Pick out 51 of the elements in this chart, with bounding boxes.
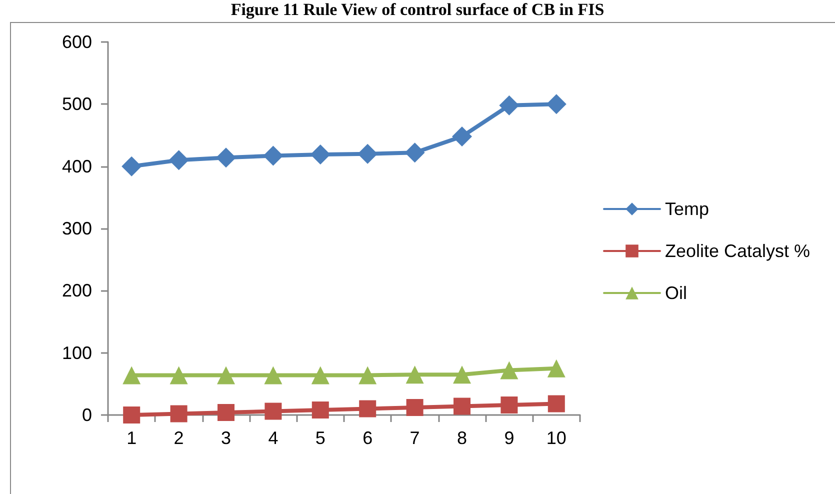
x-tick-label: 1 [126, 428, 137, 448]
point [168, 150, 189, 170]
y-tick-label: 300 [62, 218, 92, 238]
x-tick-label: 5 [315, 428, 326, 448]
point [263, 146, 284, 166]
y-tick-label: 0 [82, 405, 92, 425]
point [404, 142, 425, 163]
point [500, 396, 518, 414]
point [406, 399, 424, 416]
y-tick-label: 400 [62, 156, 92, 176]
y-tick-label: 100 [62, 342, 92, 363]
point [217, 366, 235, 384]
x-tick-label: 7 [410, 428, 420, 448]
y-tick-label: 500 [62, 94, 92, 114]
point [454, 398, 470, 415]
legend-label: Temp [665, 199, 710, 219]
point [312, 402, 329, 419]
point [123, 406, 140, 424]
point [218, 404, 234, 422]
x-tick-label: 3 [220, 428, 232, 448]
x-tick-label: 10 [546, 428, 566, 448]
point [499, 95, 520, 116]
chart-title: Figure 11 Rule View of control surface of CB in FIS [230, 0, 606, 20]
point [122, 156, 142, 176]
point [358, 144, 378, 164]
point [310, 144, 330, 165]
x-tick-label: 4 [268, 428, 278, 448]
y-tick-label: 600 [62, 32, 92, 52]
point [264, 402, 282, 420]
point [453, 366, 471, 384]
point [548, 395, 565, 412]
point [311, 366, 330, 384]
point [170, 366, 188, 384]
x-tick-label: 2 [174, 428, 184, 448]
point [170, 405, 188, 422]
x-tick-label: 8 [456, 428, 468, 448]
point [216, 148, 236, 168]
point [359, 400, 376, 418]
point [452, 126, 472, 146]
x-tick-label: 6 [362, 428, 373, 448]
y-tick-label: 200 [62, 280, 92, 301]
legend-label: Oil [665, 283, 687, 303]
point [500, 361, 518, 380]
x-tick-label: 9 [504, 428, 514, 448]
point [546, 94, 566, 114]
legend-label: Zeolite Catalyst % [665, 241, 810, 261]
point [406, 366, 424, 384]
point [358, 366, 377, 384]
point [122, 366, 141, 384]
point [547, 359, 566, 378]
point [264, 366, 282, 384]
